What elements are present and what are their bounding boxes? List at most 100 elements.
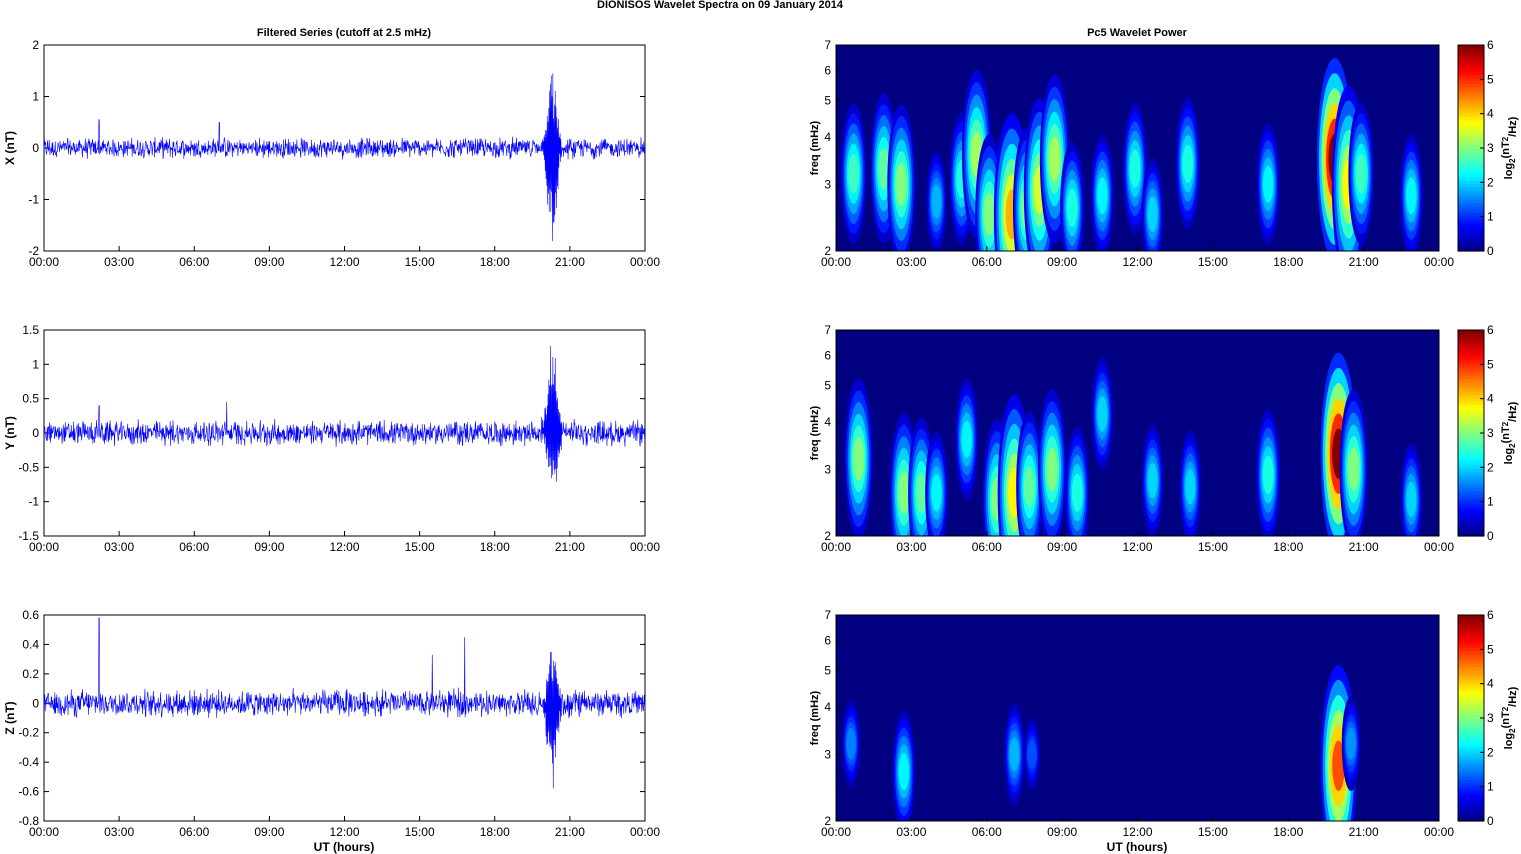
line-chart-1-series-line [43,73,646,242]
heatmap-2-colorbar-cell [1458,352,1484,357]
heatmap-2-colorbar-cell [1458,429,1484,434]
line-chart-2-xtick-label: 00:00 [29,540,59,554]
heatmap-2-colorbar-cell [1458,426,1484,431]
heatmap-2-colorbar-cell [1458,400,1484,405]
line-chart-3-ylabel: Z (nT) [3,701,17,734]
heatmap-2-colorbar-cell [1458,465,1484,470]
line-chart-3-ytick-label: 0.2 [22,667,39,681]
heatmap-1-colorbar-cell [1458,225,1484,230]
heatmap-3-colorbar-cell [1458,775,1484,780]
heatmap-2-power-blob [1347,447,1360,492]
heatmap-3-colorbar-cell [1458,785,1484,790]
heatmap-2-xtick-label: 15:00 [1198,540,1228,554]
heatmap-2-colorbar-cell [1458,378,1484,383]
heatmap-1-colorbar-cell [1458,218,1484,223]
line-chart-3-axes-box [43,614,646,822]
heatmap-2-colorbar-cell [1458,407,1484,412]
line-chart-2-xtick-label: 18:00 [480,540,510,554]
heatmap-3-colorbar-tick-label: 2 [1487,745,1494,759]
heatmap-2-colorbar-cell [1458,433,1484,437]
heatmap-2-colorbar-cell [1458,529,1484,534]
heatmap-2-colorbar: 0 1 2 3 4 5 6 log2(nT2/Hz) [1457,323,1519,543]
heatmap-3-ylabel: freq (mHz) [809,690,821,745]
heatmap-1-colorbar-cell [1458,70,1484,75]
heatmap-3-colorbar-tick-label: 1 [1487,780,1494,794]
heatmap-3-colorbar-cell [1458,650,1484,655]
heatmap-1-colorbar: 0 1 2 3 4 5 6 log2(nT2/Hz) [1457,38,1519,258]
heatmap-1-cells [840,58,1423,251]
heatmap-3-colorbar-cell [1458,788,1484,793]
heatmap-3-cells [842,664,1361,821]
heatmap-1-colorbar-cell [1458,176,1484,181]
heatmap-2-colorbar-cell [1458,336,1484,341]
heatmap-1-colorbar-tick-label: 2 [1487,175,1494,189]
heatmap-2-colorbar-cell [1458,445,1484,450]
heatmap-2-colorbar-cell [1458,439,1484,444]
heatmap-1-colorbar-label: log2(nT2/Hz) [1500,116,1519,179]
line-chart-3-xtick-label: 00:00 [29,825,59,839]
line-chart-3-xtick-label: 12:00 [329,825,359,839]
heatmap-1-power-blob [1129,149,1141,188]
heatmap-2-colorbar-cell [1458,404,1484,408]
heatmap-3-colorbar-cell [1458,656,1484,661]
heatmap-3-colorbar-cell [1458,795,1484,800]
line-chart-2-ytick-label: 0.5 [22,392,39,406]
heatmap-3-colorbar-cell [1458,792,1484,796]
line-chart-2: -1.5 -1 -0.5 0 0.5 1 1.5 00:00 03:00 06:00 09:00 12… [3,323,660,554]
heatmap-3-colorbar-cell [1458,766,1484,771]
line-chart-1-ytick-label: 1 [32,90,39,104]
heatmap-3-colorbar-cell [1458,679,1484,684]
heatmap-2-colorbar-cell [1458,410,1484,415]
heatmap-3-colorbar-cell [1458,772,1484,777]
heatmap-2-colorbar-cell [1458,455,1484,460]
heatmap-2-power-blob [1406,481,1417,518]
heatmap-2-power-blob [1262,455,1274,495]
heatmap-2-colorbar-cell [1458,391,1484,395]
heatmap-3-colorbar-cell [1458,743,1484,748]
heatmap-2: 2 3 4 5 6 7 00:00 03:00 06:00 09:00 12:00 15:00 18:0… [809,323,1519,554]
heatmap-1-power-blob [1355,153,1367,194]
heatmap-1-power-blob [1182,144,1194,184]
heatmap-1-colorbar-cell [1458,90,1484,94]
heatmap-1-colorbar-cell [1458,154,1484,159]
heatmap-3-colorbar-cell [1458,730,1484,735]
line-chart-3: -0.8 -0.6 -0.4 -0.2 0 0.2 0.4 0.6 00:00 03:00 06:0… [3,608,660,839]
heatmap-2-colorbar-cell [1458,484,1484,489]
heatmap-2-power-blob [961,420,972,458]
heatmap-1-xtick-label: 00:00 [1424,255,1454,269]
heatmap-3-xtick-label: 00:00 [821,825,851,839]
heatmap-2-colorbar-cell [1458,449,1484,453]
line-chart-1-ylabel: X (nT) [3,131,17,165]
heatmap-1-ylabel: freq (mHz) [809,120,821,175]
heatmap-1-power-blob [1147,196,1158,233]
heatmap-3-colorbar-cell [1458,637,1484,642]
heatmap-3-colorbar-tick-label: 0 [1487,814,1494,828]
line-chart-2-xtick-label: 21:00 [555,540,585,554]
heatmap-2-colorbar-cell [1458,413,1484,418]
line-chart-3-xtick-label: 21:00 [555,825,585,839]
heatmap-3-colorbar-cell [1458,740,1484,745]
x-axis-label-left: UT (hours) [314,840,375,854]
heatmap-2-colorbar-cell [1458,500,1484,505]
heatmap-1-colorbar-cell [1458,80,1484,85]
heatmap-1-colorbar-cell [1458,73,1484,78]
heatmap-1-colorbar-cell [1458,64,1484,69]
heatmap-1-colorbar-cell [1458,67,1484,72]
line-chart-1-xtick-label: 03:00 [104,255,134,269]
heatmap-2-colorbar-cell [1458,397,1484,402]
heatmap-2-colorbar-cell [1458,458,1484,463]
heatmap-2-colorbar-cell [1458,342,1484,347]
line-chart-3-xtick-label: 09:00 [254,825,284,839]
heatmap-3-colorbar-cell [1458,634,1484,639]
heatmap-3: 2 3 4 5 6 7 00:00 03:00 06:00 09:00 12:00 15:00 18:0… [809,608,1519,839]
heatmap-3-colorbar-cell [1458,763,1484,767]
line-chart-1-ytick-label: 0 [32,141,39,155]
heatmap-3-colorbar-cell [1458,798,1484,803]
heatmap-3-colorbar: 0 1 2 3 4 5 6 log2(nT2/Hz) [1457,608,1519,828]
heatmap-2-colorbar-cell [1458,381,1484,386]
line-chart-2-ytick-label: -1 [28,495,39,509]
heatmap-1-colorbar-cell [1458,209,1484,213]
heatmap-2-colorbar-tick-label: 2 [1487,460,1494,474]
line-chart-2-ytick-label: -1.5 [18,529,39,543]
